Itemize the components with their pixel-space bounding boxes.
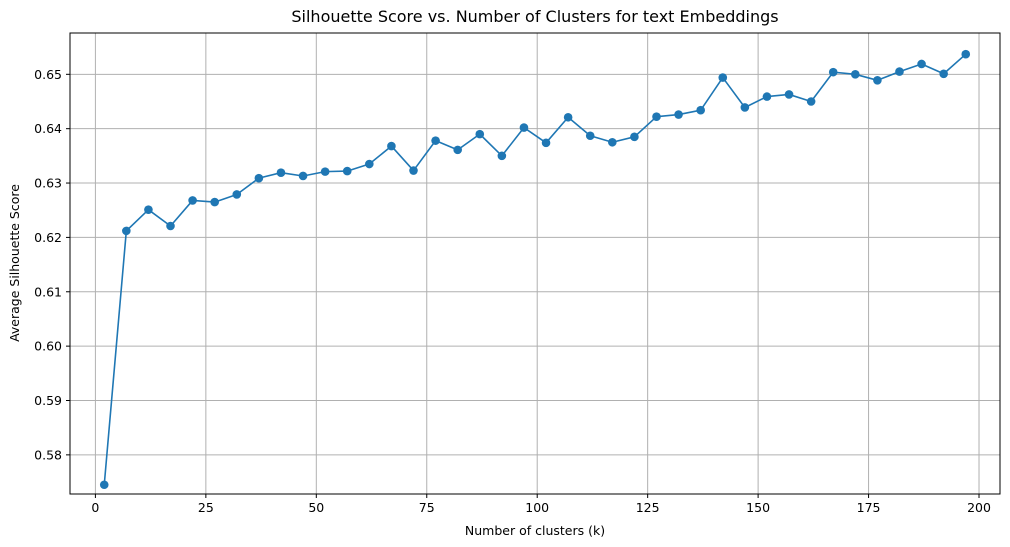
data-point <box>409 166 418 175</box>
data-point <box>365 159 374 169</box>
data-point <box>895 67 904 76</box>
x-axis-ticks: 0 25 50 75 100 125 150 175 200 <box>91 494 991 515</box>
data-point <box>232 190 242 199</box>
data-point <box>519 123 529 132</box>
y-tick-label: 0.64 <box>34 121 62 136</box>
y-axis-ticks: 0.58 0.59 0.60 0.61 0.62 0.63 0.64 0.65 <box>34 67 70 462</box>
data-point <box>475 129 485 139</box>
data-point <box>188 196 197 205</box>
data-point <box>210 197 219 207</box>
data-point <box>144 205 153 214</box>
y-tick-label: 0.63 <box>34 176 62 191</box>
data-point <box>166 221 175 231</box>
chart-title: Silhouette Score vs. Number of Clusters … <box>291 7 778 26</box>
data-point <box>99 480 109 490</box>
data-point <box>342 166 352 176</box>
y-tick-label: 0.61 <box>34 284 62 299</box>
x-tick-label: 75 <box>419 500 435 515</box>
data-points <box>99 49 971 490</box>
gridlines <box>70 33 1000 494</box>
data-point <box>387 141 396 151</box>
data-point <box>784 90 794 99</box>
x-tick-label: 0 <box>91 500 99 515</box>
data-point <box>276 168 286 178</box>
data-point <box>630 132 639 142</box>
data-point <box>298 171 308 181</box>
data-point <box>762 92 772 101</box>
data-point <box>873 75 882 85</box>
x-tick-label: 175 <box>857 500 881 515</box>
y-tick-label: 0.59 <box>34 393 62 408</box>
x-tick-label: 100 <box>525 500 549 515</box>
x-tick-label: 150 <box>746 500 770 515</box>
y-tick-label: 0.62 <box>34 230 62 245</box>
series-line-group <box>103 53 967 485</box>
y-tick-label: 0.60 <box>34 339 62 354</box>
data-point <box>740 103 750 112</box>
data-point <box>851 70 860 79</box>
data-point <box>453 145 462 155</box>
data-point <box>431 136 440 145</box>
plot-frame <box>69 32 1001 495</box>
data-point <box>674 110 683 119</box>
data-point <box>122 226 131 236</box>
data-point <box>608 137 617 147</box>
x-tick-label: 125 <box>636 500 660 515</box>
y-tick-label: 0.65 <box>34 67 62 82</box>
data-point <box>652 112 661 122</box>
data-point <box>497 151 507 161</box>
data-point <box>585 131 595 141</box>
y-axis-label: Average Silhouette Score <box>7 184 22 342</box>
data-point <box>939 69 948 79</box>
series-line <box>103 53 967 485</box>
x-tick-label: 25 <box>198 500 214 515</box>
data-point <box>828 67 838 77</box>
x-tick-label: 50 <box>308 500 324 515</box>
data-point <box>320 167 330 176</box>
data-point <box>563 112 573 122</box>
data-point <box>806 97 816 106</box>
x-axis-label: Number of clusters (k) <box>465 523 605 538</box>
x-tick-label: 200 <box>967 500 991 515</box>
data-point <box>254 173 264 183</box>
data-point <box>718 73 728 82</box>
y-tick-label: 0.58 <box>34 447 62 462</box>
data-point <box>696 105 705 115</box>
data-point <box>961 49 971 59</box>
data-point <box>917 59 926 69</box>
data-point <box>541 138 551 148</box>
